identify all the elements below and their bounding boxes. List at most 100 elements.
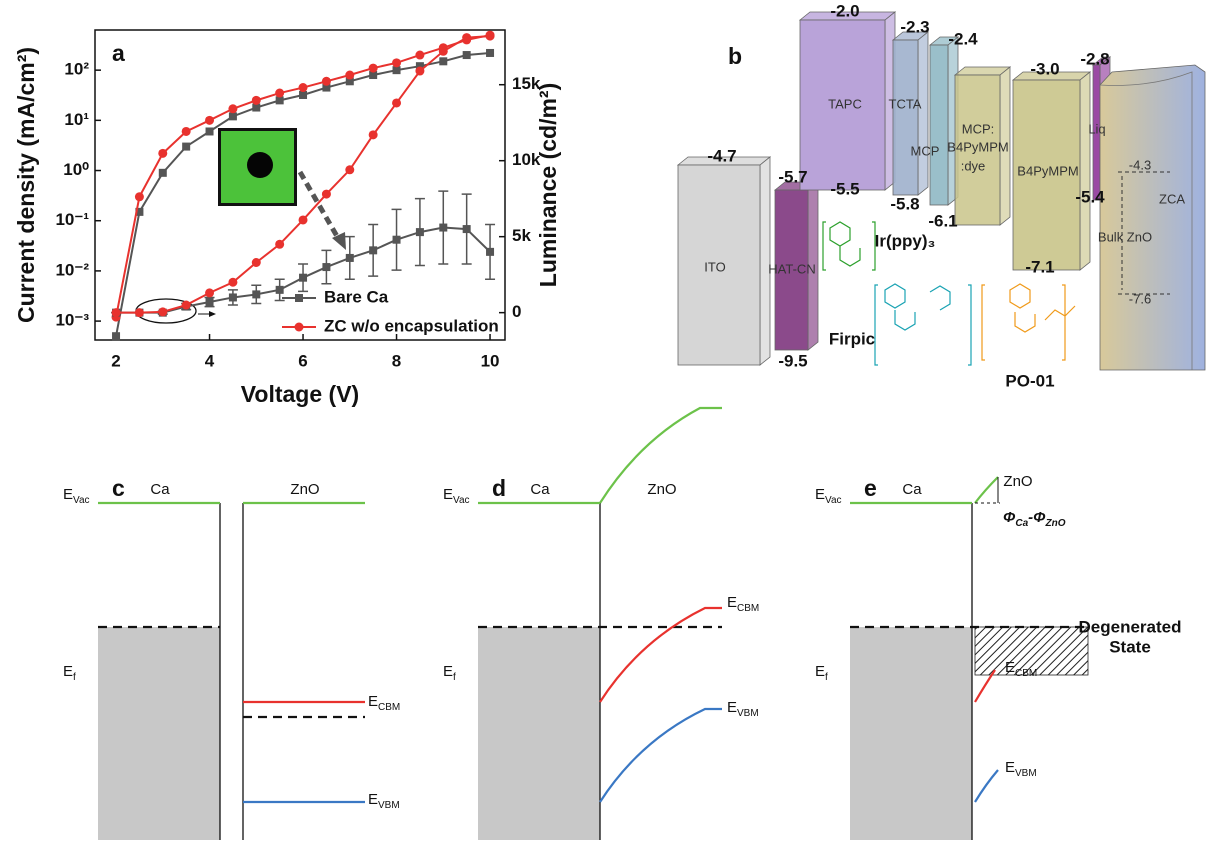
band-symbol: E — [815, 663, 825, 680]
band-symbol: E — [1005, 659, 1015, 676]
data-point — [134, 308, 144, 318]
phi: Φ — [1033, 509, 1046, 526]
band-subscript: VBM — [1015, 768, 1037, 779]
band-label: EVac — [63, 486, 90, 506]
band-line — [599, 406, 722, 504]
data-point — [275, 96, 284, 105]
y-tick-label: 10⁻¹ — [55, 210, 89, 229]
data-point — [485, 31, 495, 41]
data-point — [392, 66, 401, 75]
band-label: EVBM — [727, 699, 759, 719]
data-point — [439, 57, 448, 66]
band-line — [974, 769, 999, 803]
energy-level: -5.8 — [890, 194, 919, 213]
molecule — [874, 283, 972, 366]
x-axis-label: Voltage (V) — [241, 381, 359, 407]
data-point — [134, 192, 144, 202]
band-symbol: E — [368, 693, 378, 710]
band-symbol: E — [1005, 759, 1015, 776]
layer-label: B4PyMPM — [947, 139, 1008, 154]
dopant-label: Firpic — [829, 329, 875, 348]
data-point — [368, 130, 378, 140]
data-point — [135, 207, 144, 216]
panel-label: c — [112, 475, 125, 501]
molecule — [822, 221, 876, 271]
band-symbol: E — [443, 486, 453, 503]
y-tick-label: 10⁻² — [55, 260, 89, 279]
band-line — [599, 707, 722, 803]
data-point — [228, 293, 237, 302]
band-label: EVac — [443, 486, 470, 506]
phi-sub: ZnO — [1044, 518, 1065, 529]
data-point — [415, 50, 425, 60]
data-point — [415, 62, 424, 71]
panel-label: e — [864, 475, 877, 501]
layer-box — [892, 39, 919, 196]
band-symbol: E — [727, 699, 737, 716]
zca-layer — [1099, 64, 1206, 371]
band-label: EVBM — [1005, 759, 1037, 779]
state-label: State — [1109, 637, 1151, 656]
layer-box — [774, 189, 809, 351]
metal-fermi-sea — [850, 627, 972, 840]
data-point — [298, 83, 308, 93]
metal-label: Ca — [150, 481, 170, 498]
data-point — [368, 63, 378, 73]
band-label: EVac — [815, 486, 842, 506]
layer-label: TAPC — [828, 96, 862, 111]
energy-level: -2.4 — [948, 29, 978, 48]
pointer-head — [332, 232, 346, 250]
annotation-arrow-head — [209, 311, 216, 317]
data-point — [228, 104, 238, 114]
data-point — [321, 76, 331, 86]
data-point — [369, 246, 378, 255]
layer-label: ITO — [704, 259, 725, 274]
band-label: ECBM — [368, 693, 400, 713]
band-symbol: E — [727, 594, 737, 611]
metal-fermi-sea — [98, 627, 220, 840]
layer-label: MCP: — [962, 121, 995, 136]
panel-label: b — [728, 43, 742, 69]
x-tick-label: 10 — [481, 351, 500, 370]
layer-label: :dye — [961, 158, 986, 173]
zca-front — [1099, 71, 1193, 370]
data-point — [345, 70, 355, 80]
layer-label: ZCA — [1159, 191, 1185, 206]
panel-b: b -2.0 -2.3 -2.4 -2.8 -3.0 -4.7 -5.7 -5.5 -5.8 -6.… — [676, 1, 1206, 390]
data-point — [182, 142, 191, 151]
state-label: Degenerated — [1079, 617, 1182, 636]
metal-label: Ca — [530, 481, 550, 498]
panel-label: d — [492, 475, 506, 501]
dopant-label: Ir(ppy)₃ — [875, 231, 936, 250]
data-point — [345, 77, 354, 86]
plot-frame — [94, 29, 506, 341]
data-point — [205, 127, 214, 136]
energy-level: -4.7 — [707, 146, 736, 165]
energy-level: -5.4 — [1075, 187, 1105, 206]
data-point — [462, 33, 472, 43]
metal-fermi-sea — [478, 627, 600, 840]
work-function-offset: ΦCa-ΦZnO — [1003, 509, 1066, 529]
data-point — [205, 298, 214, 307]
data-point — [112, 332, 121, 341]
legend-marker — [294, 322, 304, 332]
data-point — [415, 228, 424, 237]
data-point — [181, 126, 191, 136]
semi-label: ZnO — [1003, 473, 1032, 490]
data-point — [438, 46, 448, 56]
energy-level: -7.6 — [1129, 291, 1151, 306]
y-axis-label: Current density (mA/cm²) — [13, 47, 39, 323]
zno-range — [1118, 171, 1170, 295]
layer-label: Bulk ZnO — [1098, 229, 1152, 244]
y2-tick-label: 10k — [512, 150, 541, 169]
data-point — [111, 308, 121, 318]
data-point — [228, 112, 237, 121]
legend-label: ZC w/o encapsulation — [324, 316, 499, 335]
data-point — [251, 95, 261, 105]
y-tick-label: 10⁻³ — [55, 311, 89, 330]
data-point — [158, 168, 167, 177]
y2-axis-label: Luminance (cd/m²) — [535, 83, 561, 287]
layer-box — [1012, 79, 1081, 271]
dopant-label: PO-01 — [1005, 371, 1054, 390]
